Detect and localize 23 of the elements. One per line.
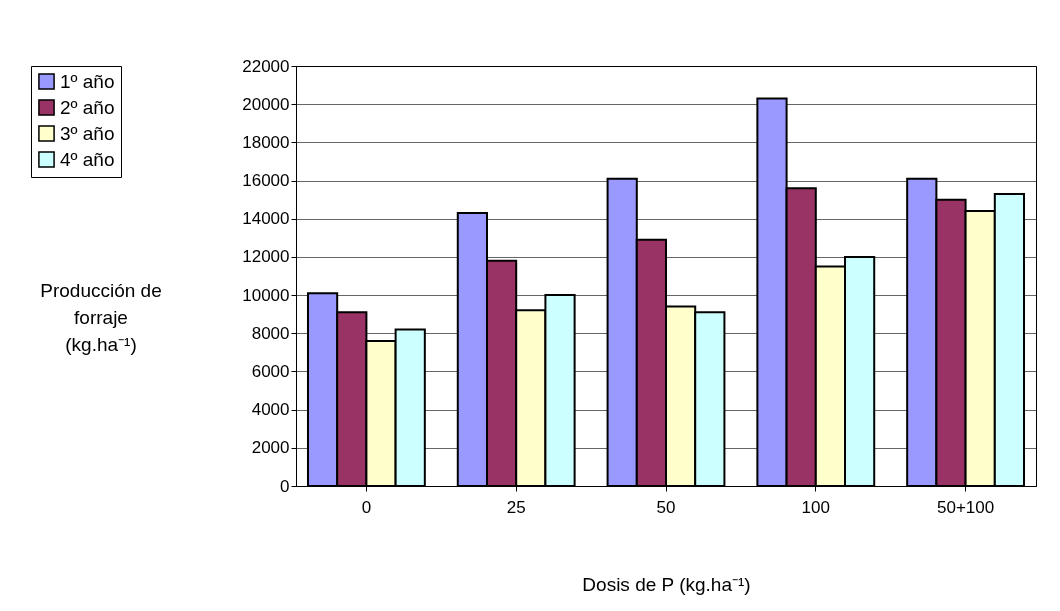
legend-label: 2º año [60, 96, 115, 118]
y-tick-label: 10000 [242, 285, 290, 305]
y-tick-label: 0 [280, 476, 290, 496]
y-tick-label: 8000 [251, 323, 290, 343]
y-tick-label: 16000 [242, 171, 290, 191]
x-tick-label: 0 [361, 497, 372, 517]
y-tick-label: 2000 [251, 438, 290, 458]
legend-label: 1º año [60, 70, 115, 92]
x-tick-label: 50 [656, 497, 676, 517]
x-axis-title: Dosis de P (kg.ha⁻¹) [582, 573, 751, 595]
y-tick-label: 4000 [251, 400, 290, 420]
y-tick-label: 18000 [242, 132, 290, 152]
y-tick-label: 12000 [242, 247, 290, 267]
y-tick-label: 6000 [251, 361, 290, 381]
legend-label: 4º año [60, 148, 115, 170]
y-tick-label: 22000 [242, 56, 290, 76]
legend-label: 3º año [60, 122, 115, 144]
x-tick-label: 50+100 [936, 497, 995, 517]
y-tick-label: 14000 [242, 209, 290, 229]
x-tick-label: 100 [801, 497, 830, 517]
x-tick-label: 25 [506, 497, 526, 517]
y-axis-title: Producción de forraje (kg.ha⁻¹) [40, 280, 162, 355]
y-tick-label: 20000 [242, 94, 290, 114]
